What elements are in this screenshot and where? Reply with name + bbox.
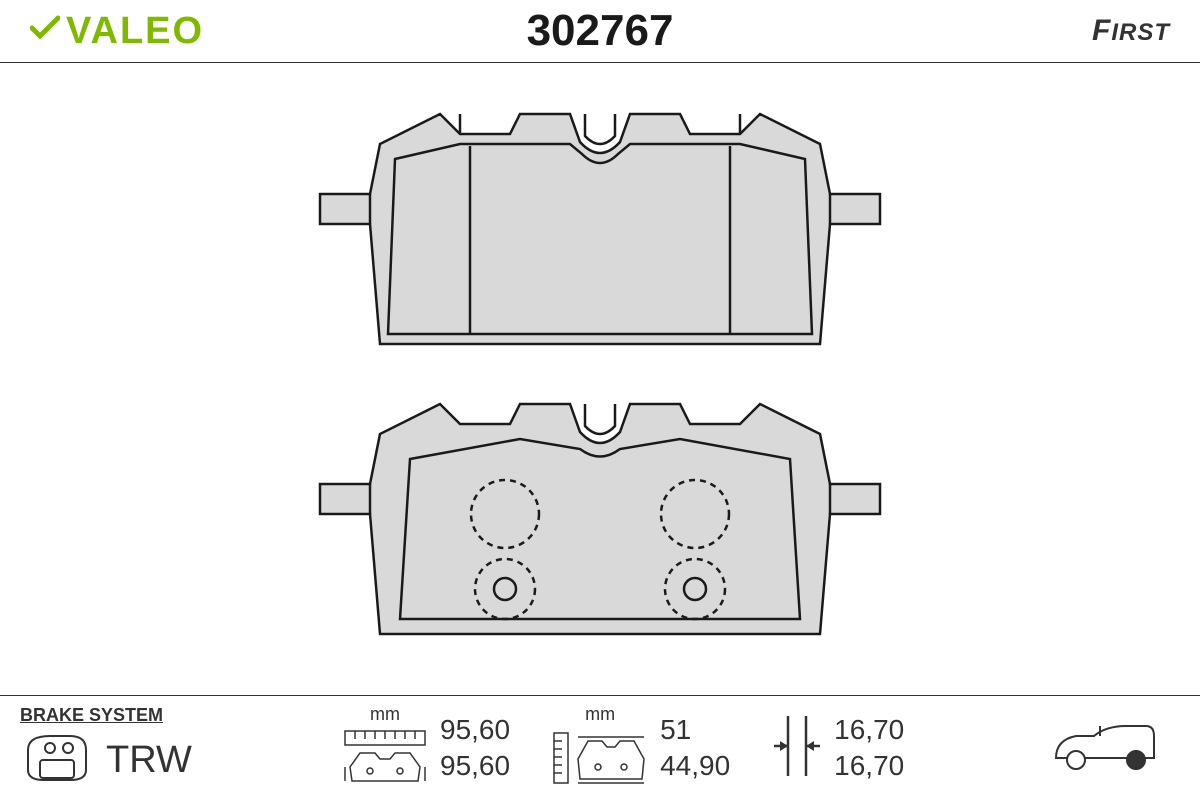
car-rear-icon xyxy=(1050,718,1160,779)
width-lower: 95,60 xyxy=(440,748,510,784)
width-upper: 95,60 xyxy=(440,712,510,748)
thickness-icon xyxy=(770,710,824,787)
header: VALEO 302767 FIRST xyxy=(0,0,1200,62)
first-logo: FIRST xyxy=(1092,14,1170,48)
width-unit: mm xyxy=(370,704,400,725)
brake-system-label: BRAKE SYSTEM xyxy=(20,705,163,726)
height-unit: mm xyxy=(585,704,615,725)
height-upper: 51 xyxy=(660,712,691,748)
height-lower: 44,90 xyxy=(660,748,730,784)
height-dimension: mm xyxy=(550,704,730,792)
part-number: 302767 xyxy=(527,6,674,56)
brand-text: VALEO xyxy=(66,10,204,53)
thickness-dimension: 16,70 16,70 xyxy=(770,710,904,787)
drawing-area xyxy=(0,62,1200,696)
brake-system-name: TRW xyxy=(106,739,192,782)
thickness-lower: 16,70 xyxy=(834,748,904,784)
spec-sheet: VALEO 302767 FIRST xyxy=(0,0,1200,800)
footer: BRAKE SYSTEM TRW mm xyxy=(0,696,1200,800)
brake-pad-back-view xyxy=(260,384,940,664)
brake-system-block: BRAKE SYSTEM TRW xyxy=(20,705,300,791)
width-dimension: mm xyxy=(340,704,510,792)
caliper-icon xyxy=(20,730,94,791)
valeo-check-icon xyxy=(30,10,60,53)
valeo-logo: VALEO xyxy=(30,10,204,53)
ruler-vertical-icon xyxy=(550,727,650,792)
brake-pad-front-view xyxy=(260,94,940,374)
thickness-upper: 16,70 xyxy=(834,712,904,748)
ruler-horizontal-icon xyxy=(340,727,430,792)
